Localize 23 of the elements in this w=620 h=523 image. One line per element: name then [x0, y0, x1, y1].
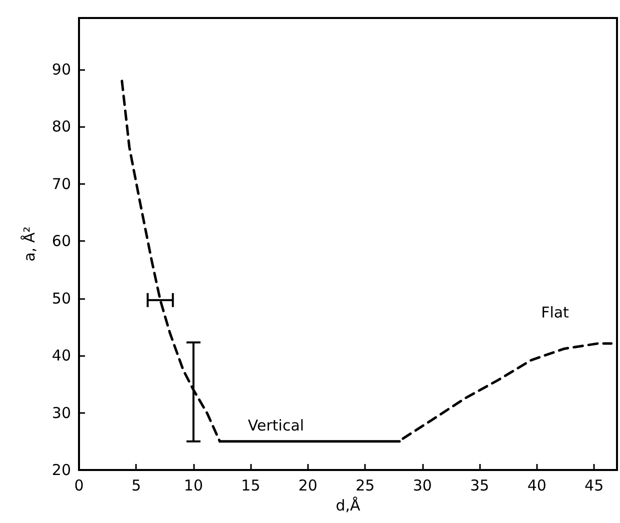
y-tick-label: 60: [52, 232, 71, 250]
x-tick-label: 45: [584, 476, 604, 494]
annotation: Flat: [541, 304, 570, 322]
y-tick-label: 90: [52, 60, 71, 78]
x-tick-label: 20: [298, 476, 318, 494]
y-tick-label: 50: [52, 289, 71, 308]
x-axis-title: d,Å: [336, 496, 362, 514]
y-axis-title: a, Å²: [20, 226, 38, 262]
x-tick-label: 5: [131, 476, 142, 494]
y-tick-label: 70: [52, 174, 71, 193]
x-tick-label: 10: [184, 476, 204, 494]
x-tick-label: 15: [241, 476, 260, 494]
y-tick-label: 30: [52, 404, 71, 422]
x-tick-label: 0: [74, 476, 84, 494]
y-tick-label: 40: [52, 346, 71, 365]
y-tick-label: 80: [52, 118, 71, 136]
x-tick-label: 40: [527, 476, 546, 494]
y-tick-label: 20: [52, 461, 71, 479]
x-tick-label: 30: [412, 476, 432, 494]
annotation: Vertical: [248, 416, 304, 434]
x-tick-label: 35: [470, 476, 490, 494]
line-series: [402, 342, 613, 440]
x-tick-label: 25: [356, 476, 375, 494]
